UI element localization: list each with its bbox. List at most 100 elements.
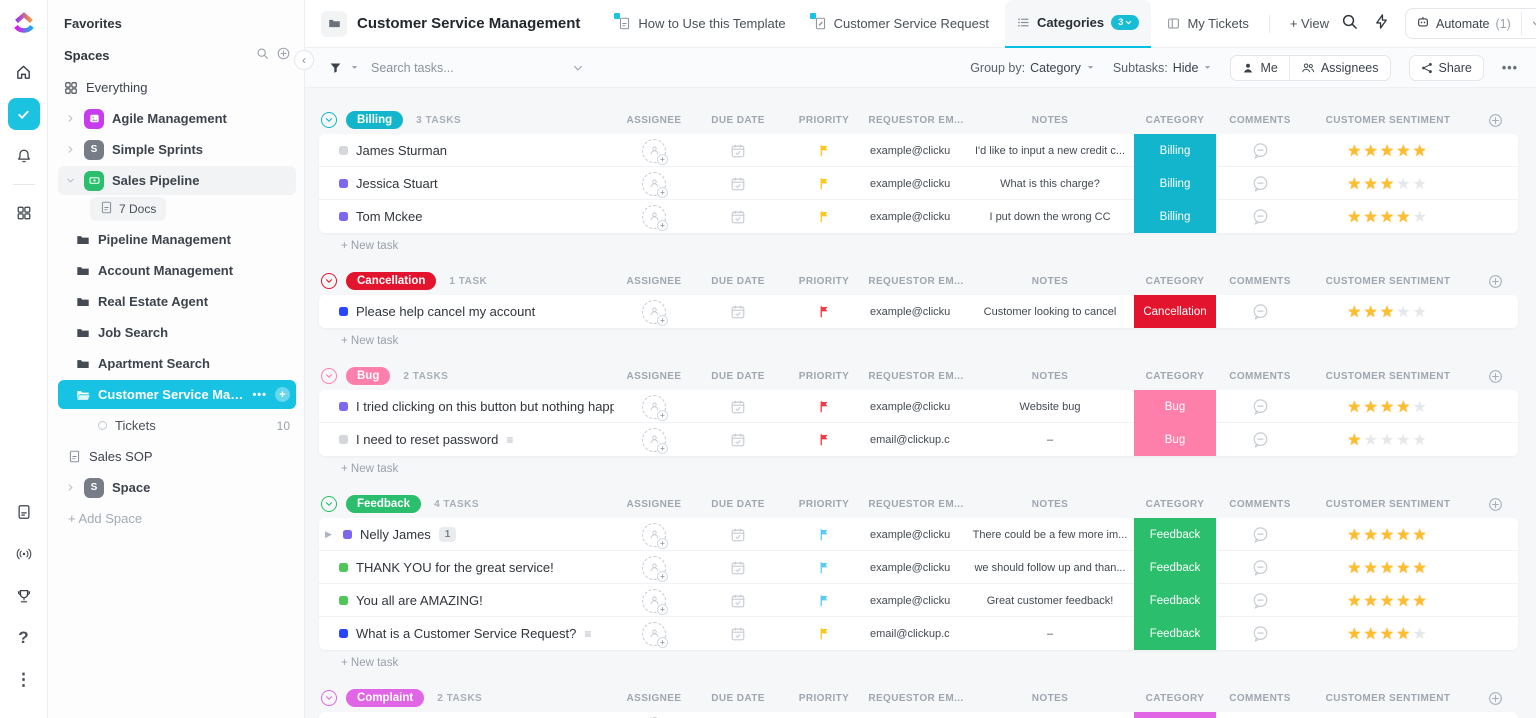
notes-cell[interactable]: Website bug — [1019, 400, 1081, 413]
notes-cell[interactable] — [966, 712, 1134, 718]
sidebar-item-tickets[interactable]: Tickets 10 — [58, 411, 296, 440]
column-header-due-date[interactable]: DUE DATE — [711, 498, 765, 510]
group-category-chip[interactable]: Complaint — [346, 689, 425, 707]
new-task-button[interactable]: + New task — [341, 335, 399, 347]
requestor-email[interactable]: example@clicku — [870, 400, 951, 413]
comment-icon[interactable] — [1252, 592, 1269, 609]
clickup-logo[interactable] — [11, 10, 37, 36]
add-assignee-button[interactable]: + — [642, 522, 668, 549]
add-assignee-button[interactable]: + — [642, 394, 668, 421]
tab-badge[interactable]: 3 — [1111, 15, 1140, 30]
sidebar-item-job-search[interactable]: Job Search — [58, 318, 296, 347]
task-row[interactable]: + — [319, 712, 1518, 718]
column-header-notes[interactable]: NOTES — [1031, 498, 1069, 510]
column-header-priority[interactable]: PRIORITY — [798, 498, 850, 510]
search-icon[interactable] — [1341, 13, 1358, 35]
column-header-customer-sentiment[interactable]: CUSTOMER SENTIMENT — [1325, 114, 1451, 126]
priority-flag-icon[interactable] — [818, 594, 831, 607]
sentiment-stars[interactable]: ★ ★ ★ ★ ★ — [1304, 617, 1472, 650]
task-row[interactable]: I tried clicking on this button but noth… — [319, 390, 1518, 423]
me-filter-button[interactable]: Me — [1231, 56, 1288, 80]
requestor-email[interactable]: email@clickup.c — [866, 423, 966, 456]
add-column-button[interactable] — [1472, 274, 1518, 289]
column-header-requestor-em[interactable]: REQUESTOR EM... — [868, 114, 964, 126]
calendar-icon[interactable] — [730, 176, 746, 192]
sentiment-stars[interactable]: ★ ★ ★ ★ ★ — [1304, 518, 1472, 551]
task-row[interactable]: Jessica Stuart + example@clicku What is … — [319, 167, 1518, 200]
notes-cell[interactable]: There could be a few more im... — [972, 528, 1128, 541]
requestor-email[interactable]: example@clicku — [870, 144, 951, 157]
column-header-comments[interactable]: COMMENTS — [1229, 114, 1291, 126]
sidebar-item-everything[interactable]: Everything — [58, 73, 296, 102]
status-square[interactable] — [339, 146, 348, 155]
new-task-button[interactable]: + New task — [341, 657, 399, 669]
calendar-icon[interactable] — [730, 143, 746, 159]
sidebar-item-sales-sop[interactable]: Sales SOP — [58, 442, 296, 471]
column-header-category[interactable]: CATEGORY — [1145, 498, 1205, 510]
automate-button[interactable]: Automate (1) — [1405, 8, 1536, 39]
share-button[interactable]: Share — [1408, 54, 1484, 81]
chevron-right-icon[interactable] — [64, 145, 76, 154]
add-assignee-button[interactable]: + — [642, 588, 668, 615]
sidebar-item-real-estate-agent[interactable]: Real Estate Agent — [58, 287, 296, 316]
column-header-customer-sentiment[interactable]: CUSTOMER SENTIMENT — [1325, 692, 1451, 704]
search-expand-chevron-icon[interactable] — [572, 62, 584, 74]
category-cell[interactable]: Billing — [1134, 200, 1216, 233]
task-name-cell[interactable]: James Sturman — [319, 134, 614, 167]
task-name-cell[interactable]: THANK YOU for the great service! — [319, 551, 614, 584]
task-name[interactable]: Jessica Stuart — [356, 176, 438, 191]
calendar-icon[interactable] — [730, 399, 746, 415]
group-collapse-button[interactable] — [321, 273, 337, 289]
priority-flag-icon[interactable] — [818, 433, 831, 446]
priority-flag-icon[interactable] — [818, 210, 831, 223]
new-task-button[interactable]: + New task — [341, 240, 399, 252]
task-name-cell[interactable]: Tom Mckee — [319, 200, 614, 233]
notes-cell[interactable]: Great customer feedback! — [966, 584, 1134, 617]
sentiment-stars[interactable]: ★ ★ ★ ★ ★ — [1304, 167, 1472, 200]
notifications-icon[interactable] — [8, 140, 40, 172]
column-header-priority[interactable]: PRIORITY — [798, 275, 850, 287]
group-collapse-button[interactable] — [321, 496, 337, 512]
comment-icon[interactable] — [1252, 431, 1269, 448]
requestor-email[interactable]: example@clicku — [866, 551, 966, 584]
toolbar-more-button[interactable]: ••• — [1501, 60, 1518, 75]
expand-subtasks-icon[interactable]: ▶ — [325, 529, 332, 539]
view-tab-my-tickets[interactable]: My Tickets — [1155, 0, 1260, 48]
add-assignee-button[interactable]: + — [642, 555, 668, 582]
task-row[interactable]: James Sturman + example@clicku I'd like … — [319, 134, 1518, 167]
pulse-icon[interactable] — [8, 538, 40, 570]
requestor-email[interactable]: example@clicku — [870, 528, 951, 541]
folder-add-icon[interactable]: + — [275, 387, 290, 402]
column-header-priority[interactable]: PRIORITY — [798, 692, 850, 704]
view-tab-customer-service-request[interactable]: Customer Service Request — [802, 0, 1001, 48]
view-tab-categories[interactable]: Categories 3 — [1004, 0, 1152, 48]
notes-cell[interactable]: Customer looking to cancel — [983, 305, 1117, 318]
task-row[interactable]: Please help cancel my account + example@… — [319, 295, 1518, 328]
more-icon[interactable]: ⋮ — [15, 670, 32, 689]
comment-icon[interactable] — [1252, 142, 1269, 159]
comment-icon[interactable] — [1252, 559, 1269, 576]
add-assignee-button[interactable]: + — [642, 427, 668, 454]
column-header-priority[interactable]: PRIORITY — [798, 114, 850, 126]
column-header-category[interactable]: CATEGORY — [1145, 692, 1205, 704]
spaces-search-icon[interactable] — [256, 47, 269, 63]
sentiment-stars[interactable]: ★ ★ ★ ★ ★ — [1304, 390, 1472, 423]
category-cell[interactable]: Bug — [1134, 423, 1216, 456]
status-square[interactable] — [339, 596, 348, 605]
priority-flag-icon[interactable] — [818, 177, 831, 190]
task-name-cell[interactable]: Please help cancel my account — [319, 295, 614, 328]
group-collapse-button[interactable] — [321, 112, 337, 128]
sentiment-stars[interactable]: ★ ★ ★ ★ ★ — [1304, 134, 1472, 167]
dashboards-icon[interactable] — [8, 197, 40, 229]
status-square[interactable] — [339, 402, 348, 411]
column-header-notes[interactable]: NOTES — [1031, 692, 1069, 704]
column-header-requestor-em[interactable]: REQUESTOR EM... — [868, 370, 964, 382]
task-name[interactable]: James Sturman — [356, 143, 448, 158]
category-cell[interactable]: Billing — [1134, 134, 1216, 167]
category-cell[interactable]: Cancellation — [1134, 295, 1216, 328]
task-name[interactable]: Nelly James — [360, 527, 431, 542]
column-header-customer-sentiment[interactable]: CUSTOMER SENTIMENT — [1325, 498, 1451, 510]
column-header-comments[interactable]: COMMENTS — [1229, 498, 1291, 510]
comment-icon[interactable] — [1252, 625, 1269, 642]
comment-icon[interactable] — [1252, 208, 1269, 225]
